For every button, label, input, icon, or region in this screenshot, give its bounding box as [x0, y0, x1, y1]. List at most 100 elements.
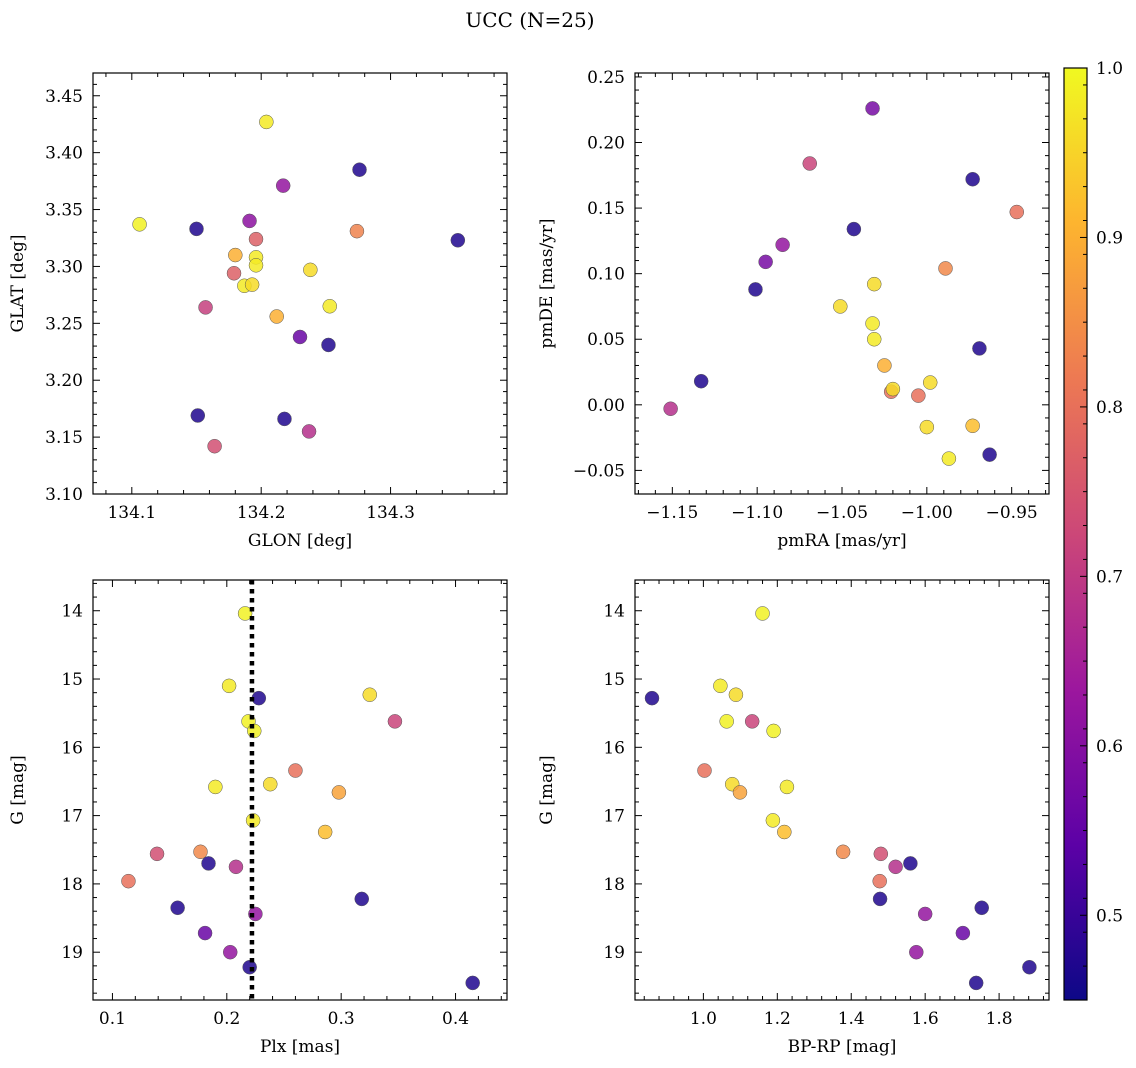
colorbar-tick-label: 0.7 — [1096, 567, 1123, 587]
scatter-point — [248, 231, 264, 247]
scatter-point — [903, 856, 918, 871]
y-tick-label: 0.05 — [587, 330, 625, 350]
scatter-point — [170, 900, 185, 916]
scatter-point — [909, 944, 924, 960]
scatter-point — [331, 785, 347, 800]
scatter-point — [719, 714, 734, 729]
plot-frame — [92, 579, 508, 1001]
scatter-point — [955, 925, 971, 941]
scatter-point — [766, 723, 781, 739]
scatter-point — [865, 316, 880, 331]
scatter-point — [728, 687, 744, 702]
y-tick-label: 3.20 — [45, 371, 83, 391]
scatter-point — [248, 258, 264, 273]
colorbar-gradient — [1063, 67, 1088, 1001]
scatter-point — [872, 891, 888, 907]
scatter-point — [866, 276, 882, 292]
colorbar: 0.5 0.6 0.7 0.8 0.9 1.0 — [1063, 59, 1123, 1001]
scatter-point — [465, 975, 480, 991]
scatter-point — [775, 237, 790, 253]
scatter-point — [259, 114, 274, 130]
scatter-point — [275, 178, 291, 193]
scatter-point — [244, 277, 260, 292]
scatter-point — [865, 101, 880, 116]
y-tick-label: 3.25 — [45, 314, 83, 334]
scatter-point — [247, 723, 262, 739]
scatter-point — [972, 341, 987, 356]
ticks — [93, 580, 507, 1000]
x-tick-label: −1.10 — [731, 503, 783, 523]
scatter-point — [713, 678, 728, 694]
scatter-point — [317, 824, 333, 840]
scatter-point — [835, 844, 851, 860]
y-tick-label: 0.20 — [587, 134, 625, 154]
scatter-point — [866, 331, 882, 347]
scatter-point — [288, 763, 303, 778]
colorbar-tick-label: 0.9 — [1096, 228, 1123, 248]
scatter-point — [277, 411, 292, 427]
scatter-point — [965, 171, 980, 187]
y-tick-label: 18 — [61, 875, 83, 895]
scatter-point — [941, 451, 957, 466]
scatter-point — [149, 846, 165, 862]
x-tick-label: 1.8 — [986, 1009, 1013, 1029]
scatter-point — [833, 299, 848, 314]
scatter-point — [974, 900, 989, 916]
y-tick-label: 3.15 — [45, 428, 83, 448]
y-tick-label: 17 — [603, 807, 625, 827]
y-tick-label: 16 — [61, 738, 83, 758]
y-tick-label: −0.05 — [573, 461, 625, 481]
y-tick-label: 3.30 — [45, 257, 83, 277]
scatter-point — [965, 418, 980, 434]
scatter-point — [121, 873, 136, 889]
x-tick-label: 0.4 — [442, 1009, 469, 1029]
scatter-point — [968, 975, 984, 991]
panel-pmra-pmde: −1.15 −1.10 −1.05 −1.00 −0.95 −0.05 0.00 0.05 0.… — [537, 68, 1050, 551]
y-tick-label: 19 — [603, 943, 625, 963]
scatter-point — [911, 388, 926, 403]
scatter-point — [201, 856, 216, 871]
scatter-point — [885, 381, 901, 397]
scatter-point — [755, 606, 770, 621]
x-axis-label: Plx [mas] — [260, 1037, 340, 1057]
colorbar-tick-label: 0.8 — [1096, 398, 1123, 418]
scatter-point — [193, 844, 208, 860]
ticks — [93, 72, 507, 495]
y-tick-label: 3.45 — [45, 87, 83, 107]
scatter-point — [748, 282, 763, 297]
scatter-points — [644, 606, 1037, 991]
x-tick-label: 1.0 — [690, 1009, 717, 1029]
plot-frame — [634, 72, 1050, 495]
x-tick-label: 134.3 — [366, 503, 415, 523]
scatter-point — [872, 873, 887, 889]
colorbar-tick-label: 0.5 — [1096, 906, 1123, 926]
y-tick-label: 18 — [603, 875, 625, 895]
y-tick-label: 0.25 — [587, 68, 625, 88]
scatter-point — [938, 261, 953, 276]
scatter-point — [354, 891, 370, 907]
scatter-points — [121, 606, 480, 991]
scatter-point — [873, 846, 889, 862]
scatter-point — [208, 779, 223, 795]
panels: 134.1 134.2 134.3 3.10 3.15 3.20 3.25 3.30 3.35 3… — [8, 68, 1050, 1057]
y-tick-label: 3.40 — [45, 144, 83, 164]
scatter-point — [228, 247, 243, 263]
y-tick-label: 0.15 — [587, 199, 625, 219]
x-tick-label: 0.3 — [328, 1009, 355, 1029]
scatter-point — [1009, 204, 1025, 220]
scatter-point — [242, 213, 257, 229]
x-tick-label: 134.1 — [107, 503, 156, 523]
x-axis-label: GLON [deg] — [248, 531, 352, 551]
scatter-point — [744, 714, 760, 729]
y-tick-label: 3.35 — [45, 201, 83, 221]
scatter-point — [917, 906, 933, 922]
y-tick-label: 16 — [603, 738, 625, 758]
scatter-point — [132, 217, 147, 232]
y-tick-label: 3.10 — [45, 485, 83, 505]
plot-frame — [92, 72, 508, 495]
y-axis-label: pmDE [mas/yr] — [537, 218, 557, 348]
scatter-point — [1022, 959, 1037, 975]
y-tick-label: 19 — [61, 943, 83, 963]
y-tick-label: 0.10 — [587, 265, 625, 285]
